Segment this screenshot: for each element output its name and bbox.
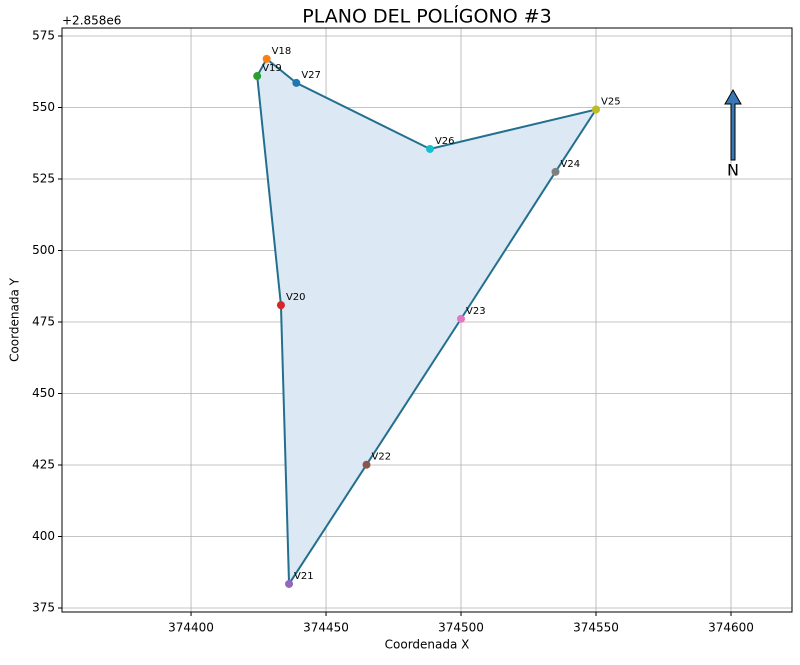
vertex-label: V25 xyxy=(601,97,621,108)
vertex xyxy=(292,78,301,87)
vertex xyxy=(362,460,371,469)
y-tick-label: 525 xyxy=(32,172,55,186)
polygon-area xyxy=(256,57,599,588)
y-tick-label: 500 xyxy=(32,243,55,257)
x-tick-label: 374550 xyxy=(573,621,619,635)
x-tick-label: 374450 xyxy=(303,621,349,635)
x-tick-label: 374400 xyxy=(168,621,214,635)
plot-frame xyxy=(61,27,793,613)
vertex-label: V19 xyxy=(262,63,282,74)
vertex xyxy=(551,167,560,176)
vertex xyxy=(425,144,434,153)
vertex xyxy=(262,54,271,63)
vertex xyxy=(285,579,294,588)
y-tick-label: 550 xyxy=(32,100,55,114)
north-label: N xyxy=(727,161,739,180)
north-arrow xyxy=(724,88,742,161)
y-tick-label: 375 xyxy=(32,600,55,614)
vertex-label: V18 xyxy=(272,46,292,57)
x-tick-label: 374500 xyxy=(438,621,484,635)
vertex xyxy=(592,105,601,114)
vertex-label: V26 xyxy=(435,136,455,147)
y-axis-label: Coordenada Y xyxy=(8,277,22,362)
y-tick-label: 575 xyxy=(32,29,55,43)
y-tick-label: 450 xyxy=(32,386,55,400)
vertex xyxy=(253,72,262,81)
y-tick-label: 425 xyxy=(32,457,55,471)
vertex-label: V21 xyxy=(294,571,314,582)
y-offset-label: +2.858e6 xyxy=(62,14,121,28)
vertex-label: V24 xyxy=(561,159,581,170)
vertex-label: V22 xyxy=(372,452,392,463)
y-tick-label: 400 xyxy=(32,529,55,543)
vertex xyxy=(276,301,285,310)
x-tick-label: 374600 xyxy=(708,621,754,635)
chart-title: PLANO DEL POLÍGONO #3 xyxy=(302,5,551,28)
vertex-label: V23 xyxy=(466,306,486,317)
y-tick-label: 475 xyxy=(32,315,55,329)
vertex-label: V27 xyxy=(301,70,321,81)
x-axis-label: Coordenada X xyxy=(385,638,470,652)
vertex xyxy=(457,314,466,323)
vertex-label: V20 xyxy=(286,292,306,303)
